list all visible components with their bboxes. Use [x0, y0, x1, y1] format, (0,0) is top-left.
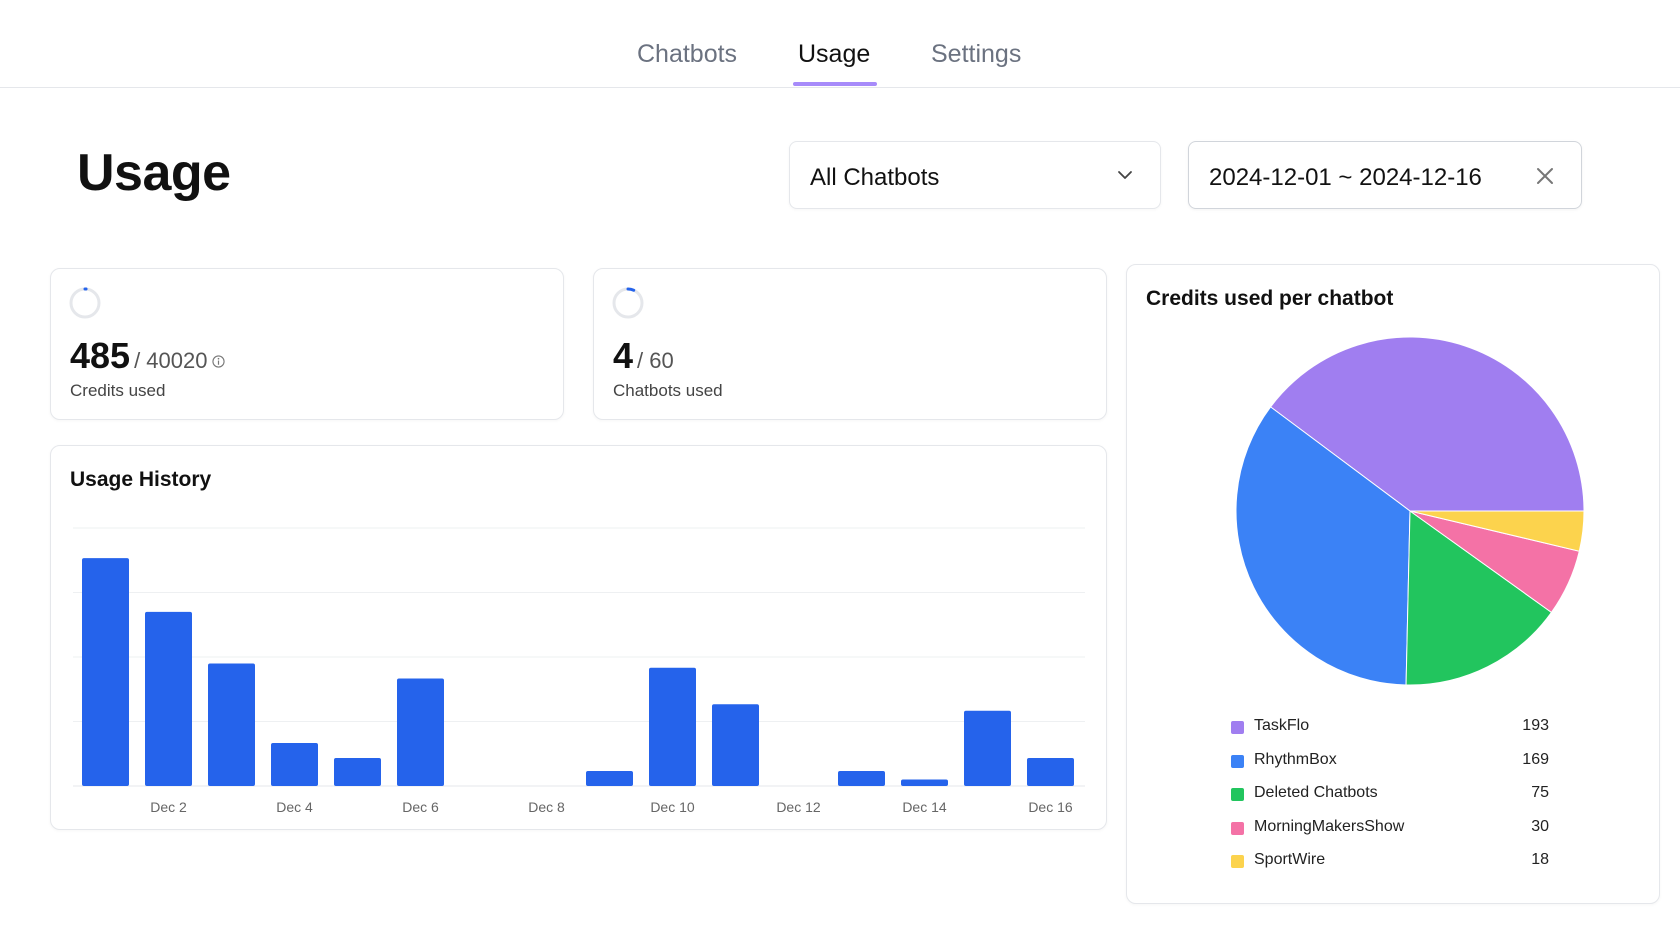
legend-label: SportWire: [1254, 851, 1326, 868]
bar-dec-14[interactable]: [901, 779, 948, 786]
credits-total: / 40020: [134, 348, 208, 373]
legend-item[interactable]: TaskFlo 193: [1231, 717, 1549, 751]
legend-swatch: [1231, 754, 1244, 768]
pie-slice-deleted-chatbots[interactable]: [1405, 510, 1553, 686]
x-tick-label: Dec 12: [776, 799, 821, 815]
credits-used-card: 485/ 40020 Credits used: [50, 268, 564, 420]
pie-legend: TaskFlo 193 RhythmBox 169 Deleted Chatbots 75…: [1231, 717, 1549, 885]
credits-used-number: 485: [70, 335, 131, 376]
chatbots-used-label: Chatbots used: [613, 381, 723, 400]
top-nav: Chatbots Usage Settings: [0, 0, 1680, 88]
bar-dec-6[interactable]: [397, 678, 444, 787]
bar-dec-9[interactable]: [586, 770, 633, 786]
chatbots-used-value: 4/ 60: [613, 335, 674, 377]
legend-item[interactable]: SportWire 18: [1231, 851, 1549, 885]
progress-ring-fill: [626, 287, 636, 292]
tab-settings[interactable]: Settings: [931, 40, 1022, 68]
x-tick-label: Dec 10: [650, 799, 695, 815]
bar-dec-16[interactable]: [1027, 758, 1074, 786]
x-tick-label: Dec 14: [902, 799, 947, 815]
credits-per-chatbot-card: Credits used per chatbot TaskFlo 193 Rhyth…: [1126, 264, 1660, 904]
legend-item[interactable]: RhythmBox 169: [1231, 751, 1549, 785]
legend-value: 30: [1531, 817, 1549, 835]
x-tick-label: Dec 16: [1028, 799, 1073, 815]
legend-value: 18: [1531, 851, 1549, 868]
progress-ring-icon: [69, 287, 101, 319]
legend-label: TaskFlo: [1254, 717, 1310, 734]
x-tick-label: Dec 2: [150, 799, 187, 815]
tab-chatbots[interactable]: Chatbots: [637, 40, 738, 68]
info-icon[interactable]: [212, 355, 226, 368]
date-range-value: 2024-12-01 ~ 2024-12-16: [1209, 164, 1482, 191]
x-tick-label: Dec 6: [402, 799, 439, 815]
credits-pie-chart: [1235, 336, 1585, 686]
x-tick-label: Dec 8: [528, 799, 565, 815]
bar-dec-11[interactable]: [712, 704, 759, 786]
legend-label: MorningMakersShow: [1254, 817, 1405, 835]
chatbots-used-number: 4: [613, 335, 634, 376]
page-title: Usage: [77, 144, 231, 202]
bar-dec-10[interactable]: [649, 667, 696, 786]
pie-slice-sportwire[interactable]: [1409, 510, 1585, 552]
chatbots-used-card: 4/ 60 Chatbots used: [593, 268, 1107, 420]
legend-value: 75: [1531, 784, 1549, 801]
bar-dec-2[interactable]: [145, 611, 192, 786]
legend-label: Deleted Chatbots: [1254, 784, 1378, 801]
legend-item[interactable]: Deleted Chatbots 75: [1231, 784, 1549, 818]
bar-dec-13[interactable]: [838, 770, 885, 786]
tab-usage[interactable]: Usage: [798, 40, 871, 68]
legend-label: RhythmBox: [1254, 750, 1337, 768]
usage-history-card: Usage History Dec 2 Dec 4 Dec 6 Dec 8 Dec 10…: [50, 445, 1107, 830]
bar-dec-5[interactable]: [334, 758, 381, 786]
legend-swatch: [1231, 855, 1244, 868]
usage-history-title: Usage History: [70, 468, 212, 491]
close-icon[interactable]: [1533, 164, 1557, 188]
x-tick-label: Dec 4: [276, 799, 313, 815]
pie-slice-taskflo[interactable]: [1269, 336, 1585, 512]
bar-dec-4[interactable]: [271, 743, 318, 786]
usage-history-chart: Dec 2 Dec 4 Dec 6 Dec 8 Dec 10 Dec 12 Dec 14 De…: [73, 527, 1085, 815]
chatbot-filter-select[interactable]: All Chatbots: [789, 141, 1161, 209]
active-tab-indicator: [793, 82, 877, 86]
progress-ring-track: [69, 287, 101, 319]
credits-per-chatbot-title: Credits used per chatbot: [1146, 287, 1394, 310]
bar-dec-15[interactable]: [964, 710, 1011, 786]
bar-dec-3[interactable]: [208, 663, 255, 786]
bar-dec-1[interactable]: [82, 558, 129, 786]
legend-swatch: [1231, 721, 1244, 734]
legend-value: 193: [1522, 717, 1549, 734]
chatbots-total: / 60: [637, 348, 674, 373]
progress-ring-track: [612, 287, 644, 319]
legend-value: 169: [1522, 750, 1549, 768]
credits-used-value: 485/ 40020: [70, 335, 226, 377]
credits-used-label: Credits used: [70, 381, 166, 400]
legend-swatch: [1231, 788, 1244, 801]
legend-item[interactable]: MorningMakersShow 30: [1231, 818, 1549, 852]
progress-ring-icon: [612, 287, 644, 319]
date-range-input[interactable]: 2024-12-01 ~ 2024-12-16: [1188, 141, 1582, 209]
pie-slice-rhythmbox[interactable]: [1235, 406, 1411, 686]
legend-swatch: [1231, 821, 1244, 835]
chatbot-filter-value: All Chatbots: [810, 164, 940, 191]
chevron-down-icon: [1118, 171, 1132, 179]
